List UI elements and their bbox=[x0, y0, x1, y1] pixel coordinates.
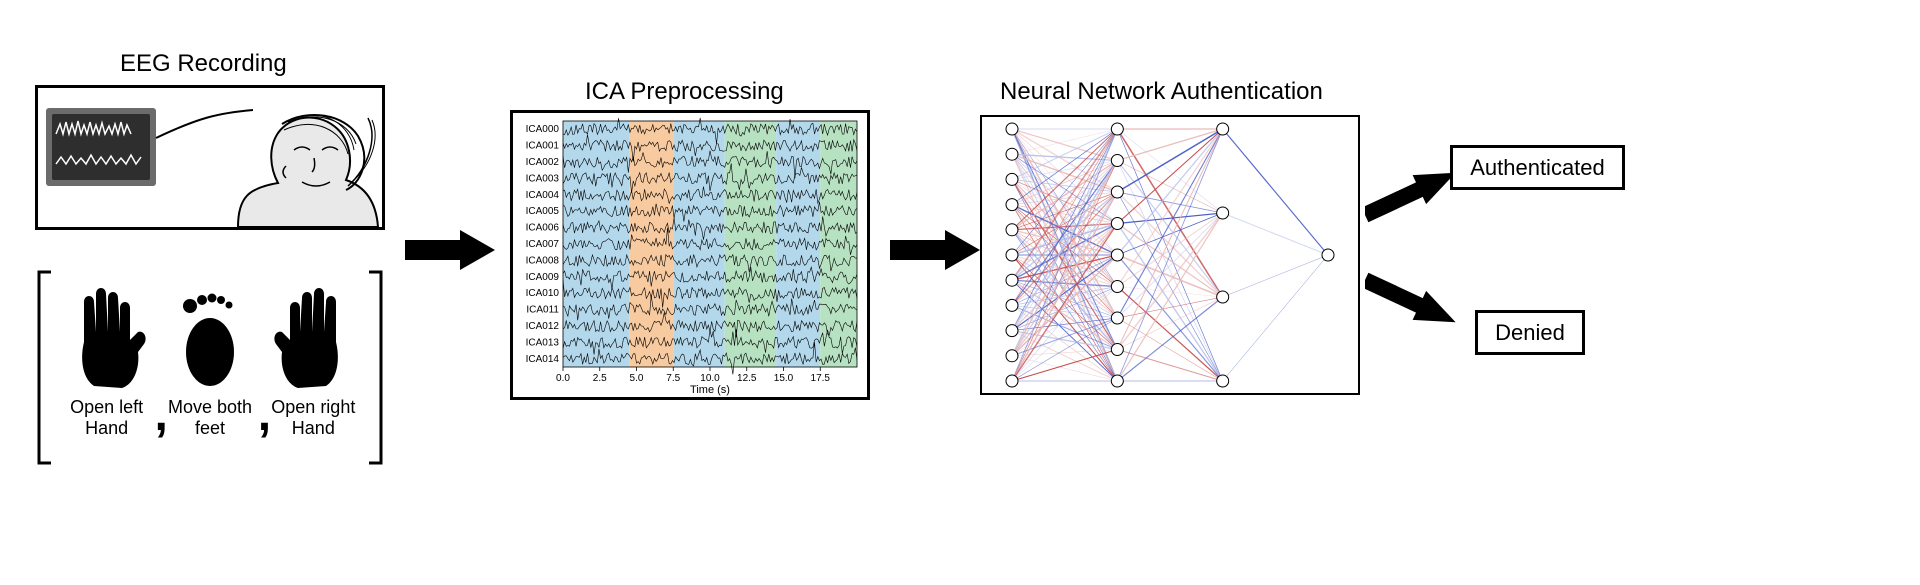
ica-panel: ICA000 ICA001 ICA002 ICA003 ICA004 ICA005 ICA0… bbox=[510, 110, 870, 400]
motor-item-feet: Move both feet , bbox=[159, 280, 261, 438]
arrow-1-icon bbox=[405, 225, 495, 275]
hand-right-icon bbox=[268, 280, 358, 390]
motor-caption-l1: Move both bbox=[168, 397, 252, 417]
motor-caption-l2: Hand bbox=[85, 418, 128, 438]
svg-text:ICA003: ICA003 bbox=[526, 173, 560, 184]
motor-caption-l2: Hand bbox=[292, 418, 335, 438]
motor-item-left-hand: Open left Hand , bbox=[56, 280, 158, 438]
svg-text:ICA005: ICA005 bbox=[526, 206, 560, 217]
result-denied-label: Denied bbox=[1495, 320, 1565, 346]
result-denied: Denied bbox=[1475, 310, 1585, 355]
motor-caption-l1: Open right bbox=[271, 397, 355, 417]
svg-text:5.0: 5.0 bbox=[630, 373, 644, 384]
motor-caption-l1: Open left bbox=[70, 397, 143, 417]
motor-item-right-hand: Open right Hand bbox=[262, 280, 364, 438]
svg-text:ICA008: ICA008 bbox=[526, 255, 560, 266]
svg-text:ICA006: ICA006 bbox=[526, 223, 560, 234]
eeg-head bbox=[238, 115, 378, 227]
svg-text:17.5: 17.5 bbox=[811, 373, 831, 384]
motor-bracket: Open left Hand , Move both feet , bbox=[35, 270, 385, 465]
svg-text:0.0: 0.0 bbox=[556, 373, 570, 384]
svg-text:ICA014: ICA014 bbox=[526, 354, 560, 365]
foot-icon bbox=[170, 280, 250, 390]
arrow-2-icon bbox=[890, 225, 980, 275]
svg-text:ICA012: ICA012 bbox=[526, 321, 560, 332]
svg-text:ICA010: ICA010 bbox=[526, 288, 560, 299]
svg-text:ICA009: ICA009 bbox=[526, 272, 560, 283]
svg-text:ICA007: ICA007 bbox=[526, 239, 560, 250]
ica-title: ICA Preprocessing bbox=[585, 78, 784, 106]
svg-text:ICA011: ICA011 bbox=[526, 305, 559, 316]
motor-caption-l2: feet bbox=[195, 418, 225, 438]
svg-text:ICA001: ICA001 bbox=[526, 141, 560, 152]
svg-text:ICA002: ICA002 bbox=[526, 157, 560, 168]
svg-text:ICA000: ICA000 bbox=[526, 124, 560, 135]
result-authenticated: Authenticated bbox=[1450, 145, 1625, 190]
eeg-title: EEG Recording bbox=[120, 50, 287, 78]
hand-left-icon bbox=[62, 280, 152, 390]
svg-text:ICA013: ICA013 bbox=[526, 337, 560, 348]
result-authenticated-label: Authenticated bbox=[1470, 155, 1605, 181]
svg-text:12.5: 12.5 bbox=[737, 373, 757, 384]
svg-text:ICA004: ICA004 bbox=[526, 190, 560, 201]
arrow-denied-icon bbox=[1365, 260, 1465, 340]
svg-text:Time (s): Time (s) bbox=[690, 384, 730, 396]
svg-text:15.0: 15.0 bbox=[774, 373, 794, 384]
eeg-panel bbox=[35, 85, 385, 230]
svg-text:7.5: 7.5 bbox=[666, 373, 680, 384]
nn-title: Neural Network Authentication bbox=[1000, 78, 1323, 106]
nn-panel bbox=[980, 115, 1360, 395]
svg-text:2.5: 2.5 bbox=[593, 373, 607, 384]
svg-text:10.0: 10.0 bbox=[700, 373, 720, 384]
